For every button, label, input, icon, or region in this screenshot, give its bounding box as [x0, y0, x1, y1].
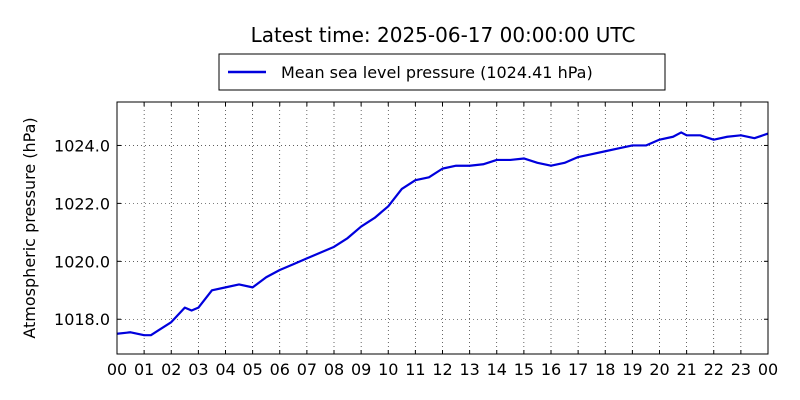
- x-tick-label: 09: [351, 360, 371, 379]
- series-layer: [116, 131, 769, 337]
- x-tick-label: 23: [731, 360, 751, 379]
- series-line-mslp: [116, 131, 769, 337]
- grid: [117, 102, 768, 354]
- x-tick-label: 08: [324, 360, 344, 379]
- y-tick-label: 1024.0: [54, 136, 110, 155]
- legend-label: Mean sea level pressure (1024.41 hPa): [281, 63, 593, 82]
- legend: Mean sea level pressure (1024.41 hPa): [218, 53, 666, 91]
- x-tick-label: 06: [270, 360, 290, 379]
- legend-box: [218, 53, 666, 91]
- x-tick-label: 02: [161, 360, 181, 379]
- x-tick-label: 04: [215, 360, 235, 379]
- x-tick-label: 16: [541, 360, 561, 379]
- plot-frame: [116, 101, 769, 355]
- x-tick-label: 00: [107, 360, 127, 379]
- x-tick-label: 14: [487, 360, 507, 379]
- x-tick-label: 21: [676, 360, 696, 379]
- y-tick-label: 1020.0: [54, 252, 110, 271]
- chart-title: Latest time: 2025-06-17 00:00:00 UTC: [251, 23, 636, 47]
- x-tick-label: 00: [758, 360, 778, 379]
- x-tick-label: 22: [704, 360, 724, 379]
- y-tick-label: 1018.0: [54, 310, 110, 329]
- x-tick-label: 13: [459, 360, 479, 379]
- x-tick-label: 11: [405, 360, 425, 379]
- x-tick-label: 18: [595, 360, 615, 379]
- x-tick-label: 15: [514, 360, 534, 379]
- x-tick-label: 10: [378, 360, 398, 379]
- x-tick-label: 20: [649, 360, 669, 379]
- x-tick-label: 17: [568, 360, 588, 379]
- y-axis-label: Atmospheric pressure (hPa): [20, 117, 39, 338]
- x-tick-label: 03: [188, 360, 208, 379]
- x-tick-label: 12: [432, 360, 452, 379]
- y-tick-label: 1022.0: [54, 194, 110, 213]
- x-tick-label: 05: [242, 360, 262, 379]
- x-tick-label: 07: [297, 360, 317, 379]
- ticks: 00 01 02 03 04 05 06 07 08 09 10 11 12 13 14 15 16 17 18 19…: [54, 102, 778, 379]
- x-tick-label: 19: [622, 360, 642, 379]
- x-tick-label: 01: [134, 360, 154, 379]
